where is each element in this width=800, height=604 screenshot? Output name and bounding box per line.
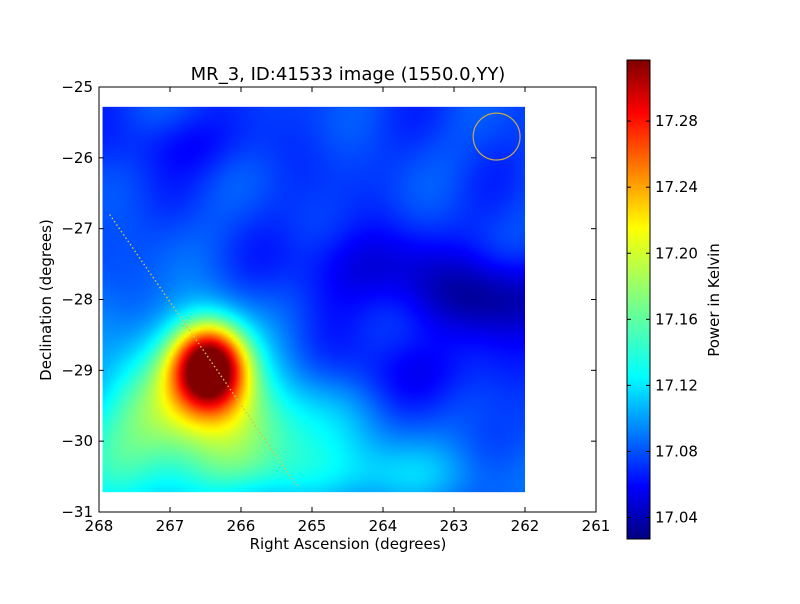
x-axis-ticks: 268 267 266 265 264 263 262 261 — [85, 87, 611, 535]
y-tick-label: −29 — [61, 361, 93, 379]
colorbar-tick-label: 17.20 — [655, 244, 698, 262]
colorbar-ticks: 17.04 17.08 17.12 17.16 17.20 17.24 17.28 — [627, 112, 698, 527]
colorbar-frame — [626, 59, 651, 540]
y-axis-ticks: −25 −26 −27 −28 −29 −30 −31 — [61, 78, 596, 521]
colorbar-tick-label: 17.12 — [655, 376, 698, 394]
x-tick-label: 265 — [298, 517, 327, 535]
colorbar-tick-label: 17.04 — [655, 509, 698, 527]
y-tick-label: −27 — [61, 220, 93, 238]
chart-title: MR_3, ID:41533 image (1550.0,YY) — [191, 64, 506, 85]
dotted-line-annotation — [109, 214, 299, 488]
y-tick-label: −26 — [61, 149, 93, 167]
colorbar-tick-label: 17.24 — [655, 178, 698, 196]
heatmap-image — [102, 106, 526, 493]
x-tick-label: 264 — [369, 517, 398, 535]
colorbar-tick-label: 17.16 — [655, 310, 698, 328]
y-axis-label: Declination (degrees) — [37, 219, 55, 381]
y-tick-label: −25 — [61, 78, 93, 96]
y-tick-label: −28 — [61, 291, 93, 309]
x-tick-label: 268 — [85, 517, 114, 535]
colorbar-label: Power in Kelvin — [705, 243, 723, 357]
y-tick-label: −31 — [61, 503, 93, 521]
x-tick-label: 263 — [440, 517, 469, 535]
colorbar — [627, 60, 650, 539]
y-tick-label: −30 — [61, 432, 93, 450]
beam-circle — [472, 112, 521, 161]
plot-area — [102, 106, 526, 493]
colorbar-tick-label: 17.08 — [655, 442, 698, 460]
x-axis-label: Right Ascension (degrees) — [250, 535, 447, 553]
x-tick-label: 261 — [582, 517, 611, 535]
x-tick-label: 267 — [156, 517, 185, 535]
x-tick-label: 262 — [511, 517, 540, 535]
colorbar-tick-label: 17.28 — [655, 112, 698, 130]
x-tick-label: 266 — [227, 517, 256, 535]
